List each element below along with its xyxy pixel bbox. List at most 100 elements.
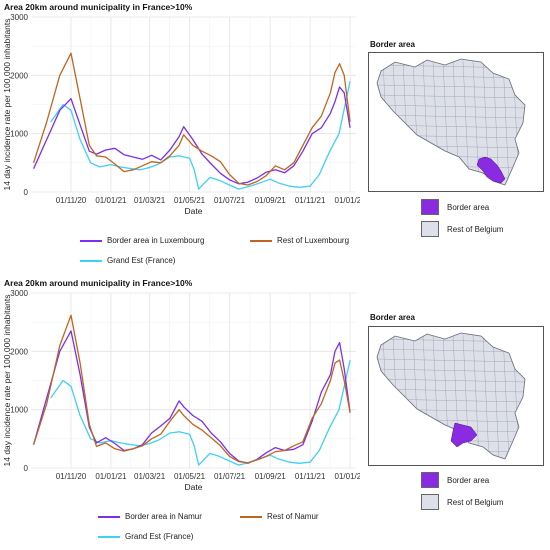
y-tick-label: 2000 [10,347,28,356]
x-tick-label: 01/05/21 [174,196,206,205]
map-mask [369,327,543,465]
series-line-france [50,359,351,466]
belgium-outline [376,332,526,460]
y-tick-label: 3000 [10,289,28,298]
chart-legend: Border area in Luxembourg Rest of Luxemb… [80,234,370,274]
x-tick-label: 01/11/21 [295,472,326,481]
x-tick-label: 01/11/20 [56,472,87,481]
y-tick-label: 0 [24,464,29,473]
legend-label-rest: Rest of Namur [267,512,319,521]
line-chart-namur: 0 1000 2000 3000 01/11/20 01/01/21 01/03/21 01/… [2,289,360,492]
y-tick-label: 2000 [10,71,28,80]
y-axis-title: 14 day incidence rate per 100,000 inhabi… [2,18,12,190]
swatch-border [421,472,439,488]
chart-title: Area 20km around municipality in France>… [4,278,193,288]
line-chart-luxembourg: 0 1000 2000 3000 01/11/20 01/01/21 01/03/21 01/… [2,13,360,216]
map-legend-rest: Rest of Belgium [421,494,503,510]
municipality-border [376,104,526,109]
chart-panel-top: Area 20km around municipality in France>… [0,0,550,270]
x-tick-label: 01/07/21 [214,196,246,205]
series-line-border [32,330,351,464]
belgium-map-graphic [369,53,543,191]
chart-title: Area 20km around municipality in France>… [4,2,193,12]
municipality-border [376,368,526,373]
municipality-border [502,334,510,460]
x-axis-title: Date [185,482,203,492]
x-tick-label: 01/05/21 [174,472,206,481]
legend-item-border: Border area in Luxembourg [80,236,204,245]
swatch-rest [421,494,439,510]
x-tick-label: 01/07/21 [214,472,246,481]
legend-item-france: Grand Est (France) [80,256,175,265]
legend-label-rest: Rest of Luxembourg [277,236,350,245]
border-area-region [450,422,478,448]
municipality-border [376,114,526,119]
municipality-border [376,84,526,89]
municipality-border [472,334,480,460]
y-axis-title: 14 day incidence rate per 100,000 inhabi… [2,294,12,466]
legend-line-rest [240,515,262,518]
map-title: Border area [370,313,415,322]
legend-label-border: Border area in Namur [125,512,202,521]
x-tick-label: 01/01/22 [335,196,360,205]
x-tick-label: 01/11/20 [56,196,87,205]
map-mask [369,53,543,191]
map-legend-rest: Rest of Belgium [421,221,503,237]
x-tick-label: 01/01/21 [95,472,127,481]
x-tick-label: 01/01/22 [335,472,360,481]
legend-label-border: Border area in Luxembourg [107,236,205,245]
municipality-border [482,334,490,460]
municipality-border [502,60,510,186]
legend-item-rest: Rest of Luxembourg [250,236,349,245]
map-legend-border-label: Border area [447,475,490,485]
municipality-border [376,378,526,383]
legend-label-france: Grand Est (France) [125,532,194,541]
y-tick-label: 3000 [10,13,28,22]
belgium-map [368,52,544,192]
series-line-rest [32,52,351,186]
chart-panel-bottom: Area 20km around municipality in France>… [0,276,550,546]
x-tick-label: 01/09/21 [255,472,287,481]
swatch-border [421,199,439,215]
series-line-border [33,86,351,185]
municipality-border [462,60,470,186]
x-tick-label: 01/01/21 [95,196,127,205]
x-tick-label: 01/03/21 [134,472,166,481]
legend-line-border [98,515,120,518]
legend-item-border: Border area in Namur [98,512,202,521]
municipality-border [376,358,526,363]
belgium-outline [376,58,526,186]
municipality-border [376,94,526,99]
legend-item-rest: Rest of Namur [240,512,319,521]
belgium-map [368,326,544,466]
legend-line-border [80,239,102,242]
municipality-border [376,348,526,353]
series-line-rest [32,314,351,464]
x-axis-title: Date [185,206,203,216]
x-tick-label: 01/09/21 [255,196,287,205]
belgium-map-graphic [369,327,543,465]
municipality-border [492,60,500,186]
legend-item-france: Grand Est (France) [98,532,193,541]
map-legend-border: Border area [421,472,503,488]
legend-line-rest [250,239,272,242]
map-legend-border: Border area [421,199,503,215]
legend-label-france: Grand Est (France) [107,256,176,265]
map-title: Border area [370,40,415,49]
series-line-france [50,81,351,190]
x-tick-label: 01/11/21 [295,196,326,205]
map-legend-rest-label: Rest of Belgium [447,224,504,234]
x-tick-label: 01/03/21 [134,196,166,205]
map-legend-rest-label: Rest of Belgium [447,497,504,507]
y-tick-label: 1000 [10,130,28,139]
municipality-border [376,388,526,393]
map-legend-border-label: Border area [447,202,490,212]
legend-line-france [80,259,102,262]
map-legend: Border area Rest of Belgium [421,199,503,243]
y-tick-label: 0 [24,188,29,197]
swatch-rest [421,221,439,237]
border-area-region [476,156,506,184]
municipality-border [376,74,526,79]
map-legend: Border area Rest of Belgium [421,472,503,516]
municipality-border [492,334,500,460]
